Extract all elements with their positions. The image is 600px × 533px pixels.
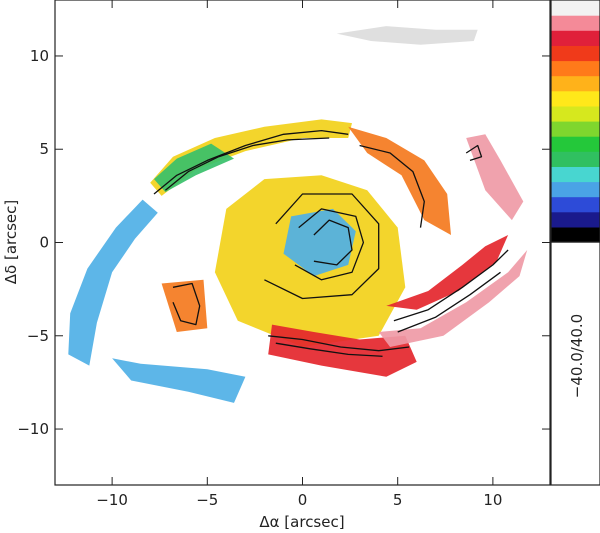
contour-east-arm-1	[393, 249, 509, 322]
contour-center-swirl-2	[294, 208, 365, 281]
contour-ne-small	[465, 144, 483, 162]
y-tick-label: −10	[17, 420, 49, 438]
x-tick-label: −5	[196, 491, 218, 509]
y-tick-label: −5	[27, 327, 49, 345]
colorbar-swatch	[551, 226, 600, 243]
contour-south-arm	[268, 335, 410, 352]
colorbar-frame	[550, 0, 600, 486]
region-eastern-arm-pink	[378, 250, 528, 347]
x-tick-label: 0	[298, 491, 308, 509]
region-northern-arm-green	[154, 143, 234, 193]
contour-ne-arc	[359, 144, 425, 228]
colorbar-range-label: −40.0/40.0	[568, 314, 586, 398]
colorbar-swatch	[551, 105, 600, 122]
x-tick-label: 5	[393, 491, 403, 509]
colorbar-swatch	[551, 196, 600, 213]
colorbar-swatch	[551, 151, 600, 167]
contour-center-swirl-3	[264, 193, 380, 300]
x-tick-label: −10	[96, 491, 128, 509]
contour-east-arm-2	[397, 271, 501, 333]
colorbar-swatch	[551, 45, 600, 62]
x-axis-label: Δα [arcsec]	[259, 513, 344, 531]
region-southwest-arm	[112, 358, 246, 403]
colorbar-swatch	[551, 90, 600, 107]
region-northeast-orange	[348, 126, 451, 235]
colorbar-swatch	[551, 181, 600, 198]
region-eastern-arm-red	[386, 235, 509, 310]
region-southern-arm-red	[268, 324, 417, 377]
region-western-arm	[68, 199, 158, 366]
colorbar-swatch	[551, 166, 600, 183]
velocity-field	[68, 26, 528, 403]
y-tick-label: 10	[30, 47, 49, 65]
colorbar	[551, 0, 600, 243]
region-far-east-pink	[466, 134, 524, 221]
y-tick-label: 0	[39, 234, 49, 252]
contour-north-arm-inner	[164, 137, 330, 191]
y-tick-label: 5	[39, 140, 49, 158]
colorbar-swatch	[551, 211, 600, 228]
y-axis-label: Δδ [arcsec]	[2, 200, 20, 284]
colorbar-swatch	[551, 30, 600, 46]
contour-west-clump	[172, 282, 201, 326]
contour-south-arm-inner	[275, 342, 383, 357]
axis-ticks: −10 −5 0 5 10 −10 −5 0 5 10	[17, 0, 550, 509]
colorbar-swatch	[551, 136, 600, 152]
colorbar-swatch	[551, 60, 600, 77]
colorbar-swatch	[551, 0, 600, 16]
x-tick-label: 10	[483, 491, 502, 509]
region-faint-north-cloud	[336, 26, 478, 45]
contour-center-swirl-1	[313, 219, 353, 266]
colorbar-swatch	[551, 121, 600, 137]
colorbar-swatch	[551, 15, 600, 31]
contour-north-arm	[153, 129, 349, 195]
colorbar-swatch	[551, 75, 600, 92]
intensity-contours	[153, 129, 509, 357]
